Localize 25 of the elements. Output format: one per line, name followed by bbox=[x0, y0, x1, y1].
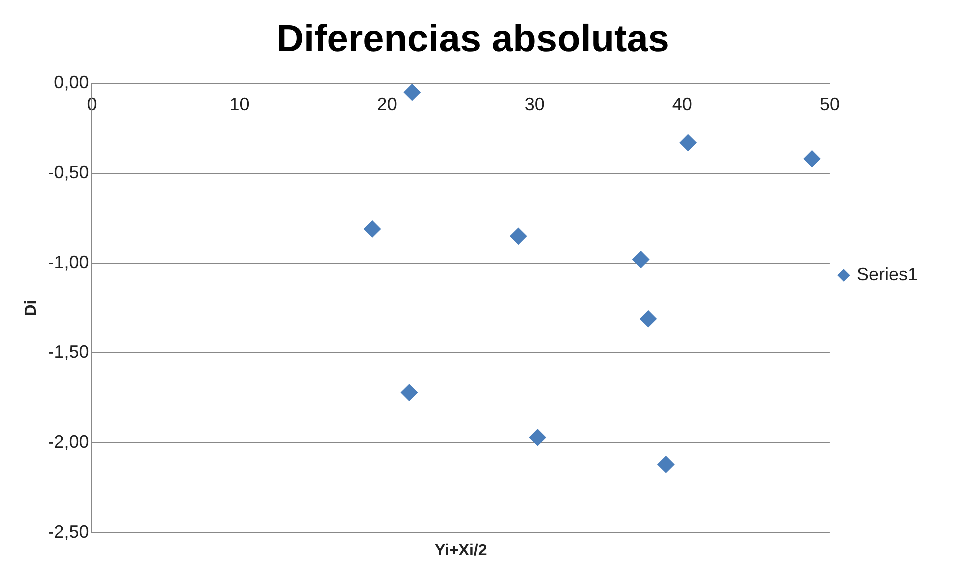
y-tick-label: 0,00 bbox=[54, 72, 90, 93]
point bbox=[658, 456, 675, 474]
legend-label: Series1 bbox=[856, 264, 918, 284]
y-tick-label: -1,00 bbox=[48, 252, 90, 272]
point bbox=[510, 228, 528, 245]
y-tick-label: -2,00 bbox=[48, 432, 90, 452]
chart-title: Diferencias absolutas bbox=[276, 18, 670, 60]
y-tick-label: -1,50 bbox=[48, 342, 90, 362]
point bbox=[804, 150, 821, 168]
x-tick-label: 50 bbox=[820, 94, 840, 114]
point bbox=[529, 429, 546, 446]
point bbox=[632, 251, 650, 268]
y-tick-label: -0,50 bbox=[48, 162, 90, 182]
x-tick-label: 20 bbox=[377, 94, 398, 114]
x-tick-label: 30 bbox=[524, 94, 545, 114]
point bbox=[404, 84, 421, 102]
x-axis-title: Yi+Xi/2 bbox=[434, 542, 488, 560]
y-axis-title: Di bbox=[23, 300, 40, 316]
point bbox=[400, 384, 418, 402]
x-tick-label: 40 bbox=[672, 94, 692, 114]
x-tick-label: 10 bbox=[230, 94, 250, 114]
y-tick-label: -2,50 bbox=[48, 522, 90, 542]
point bbox=[680, 134, 697, 152]
point bbox=[640, 310, 657, 328]
point bbox=[364, 220, 382, 238]
